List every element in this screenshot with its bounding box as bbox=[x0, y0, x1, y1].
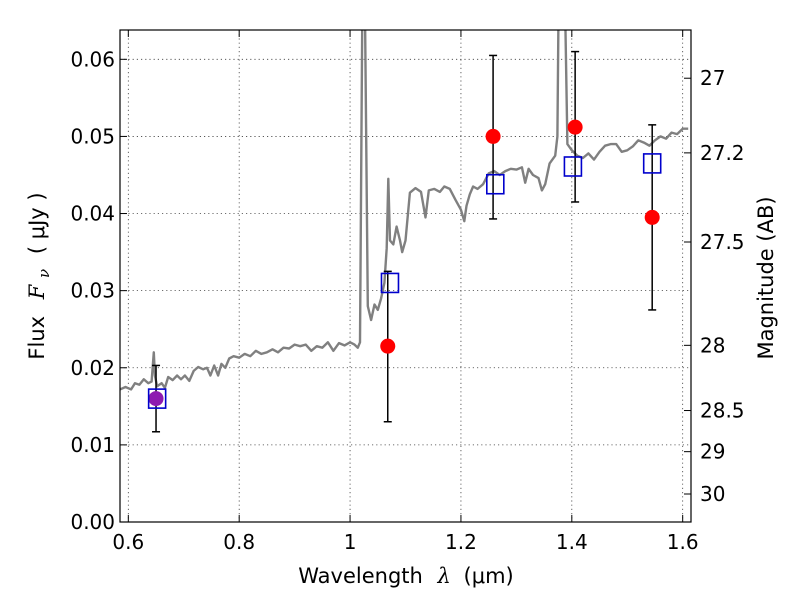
plot-frame bbox=[119, 29, 692, 523]
model-square bbox=[380, 272, 400, 294]
data-layer bbox=[120, 30, 689, 433]
model-square bbox=[642, 153, 662, 174]
observed-point bbox=[644, 209, 660, 225]
observed-point bbox=[567, 119, 583, 135]
y2-tick-label: 27.2 bbox=[700, 141, 745, 165]
x-tick-label: 1.4 bbox=[556, 530, 588, 554]
x-axis-label-text: Wavelength bbox=[298, 564, 423, 588]
plot-area bbox=[120, 30, 689, 433]
x-tick-label: 0.8 bbox=[223, 530, 255, 554]
x-tick-label: 0.6 bbox=[112, 530, 144, 554]
x-axis-label-symbol: λ bbox=[437, 564, 451, 588]
y-tick-label: 0.02 bbox=[70, 356, 115, 380]
y2-axis-label: Magnitude (AB) bbox=[754, 196, 778, 359]
y2-tick-label: 29 bbox=[700, 440, 725, 464]
y2-tick-label: 28.5 bbox=[700, 399, 745, 423]
y2-tick-label: 27.5 bbox=[700, 230, 745, 254]
plot-background bbox=[120, 30, 691, 522]
y-tick-label: 0.01 bbox=[70, 433, 115, 457]
x-axis-label-unit: (μm) bbox=[464, 564, 514, 588]
x-axis-label: Wavelength λ (μm) bbox=[298, 564, 513, 588]
y-tick-label: 0.05 bbox=[70, 124, 115, 148]
observed-point bbox=[485, 128, 501, 144]
y-tick-label: 0.00 bbox=[70, 510, 115, 534]
x-tick-label: 1 bbox=[344, 530, 357, 554]
model-square bbox=[486, 173, 505, 195]
y-axis-label-subscript: ν bbox=[35, 269, 53, 278]
observed-point bbox=[148, 391, 164, 407]
y-tick-label: 0.03 bbox=[70, 279, 115, 303]
x-tick-label: 1.6 bbox=[667, 530, 699, 554]
y-axis-label-symbol: F bbox=[25, 283, 49, 300]
y2-tick-label: 30 bbox=[700, 482, 725, 506]
y2-tick-label: 28 bbox=[700, 333, 725, 357]
ticks: 0.6 0.8 1 1.2 1.4 1.6 0.00 0.01 0.02 0.03 0.04 0.05… bbox=[70, 30, 745, 554]
x-tick-label: 1.2 bbox=[445, 530, 477, 554]
y-axis-label-unit: ( μJy ) bbox=[25, 192, 49, 254]
y-tick-label: 0.06 bbox=[70, 47, 115, 71]
y-axis-label-text: Flux bbox=[25, 316, 49, 360]
y-tick-label: 0.04 bbox=[70, 202, 115, 226]
model-square bbox=[147, 388, 167, 409]
model-square bbox=[563, 156, 583, 177]
y2-tick-label: 27 bbox=[700, 66, 725, 90]
y-axis-label: Flux F ν ( μJy ) bbox=[25, 192, 54, 359]
spectrum-line bbox=[120, 30, 689, 391]
observed-point bbox=[380, 338, 396, 354]
